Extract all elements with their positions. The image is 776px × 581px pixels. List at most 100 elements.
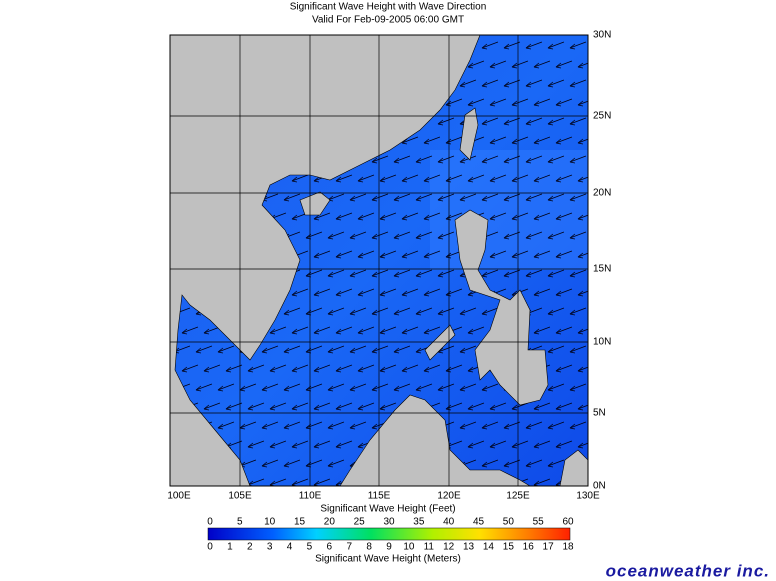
arrow xyxy=(467,60,485,69)
arrow xyxy=(247,402,265,411)
arrow xyxy=(261,421,279,430)
feet-label: 10 xyxy=(264,517,276,528)
feet-label: 30 xyxy=(383,517,395,528)
arrow xyxy=(547,117,565,126)
arrow xyxy=(327,269,345,278)
arrow xyxy=(569,193,587,202)
arrow xyxy=(269,364,287,373)
arrow xyxy=(459,155,477,164)
arrow xyxy=(393,155,411,164)
arrow xyxy=(291,288,309,297)
arrow xyxy=(379,250,397,259)
arrow xyxy=(547,459,565,468)
arrow xyxy=(379,326,397,335)
meters-label: 8 xyxy=(366,542,372,553)
arrow xyxy=(283,421,301,430)
arrow xyxy=(525,117,543,126)
arrow xyxy=(335,250,353,259)
longitude-label: 130E xyxy=(576,491,600,502)
arrow xyxy=(525,193,543,202)
meters-title: Significant Wave Height (Meters) xyxy=(315,554,461,565)
arrow xyxy=(371,269,389,278)
arrow xyxy=(349,307,367,316)
arrow xyxy=(445,364,463,373)
arrow xyxy=(569,345,587,354)
arrow xyxy=(569,231,587,240)
longitude-label: 120E xyxy=(437,491,461,502)
arrow xyxy=(327,383,345,392)
arrow xyxy=(445,288,463,297)
arrow xyxy=(489,98,507,107)
arrow xyxy=(357,212,375,221)
arrow xyxy=(335,440,353,449)
arrow xyxy=(525,421,543,430)
meters-label: 2 xyxy=(247,542,253,553)
arrow xyxy=(525,41,543,50)
arrow xyxy=(445,212,463,221)
longitude-label: 110E xyxy=(299,491,322,502)
arrow xyxy=(547,269,565,278)
feet-label: 50 xyxy=(503,517,515,528)
arrow xyxy=(577,100,588,107)
arrow xyxy=(569,383,587,392)
meters-label: 14 xyxy=(483,542,495,553)
meters-label: 1 xyxy=(227,542,233,553)
latitude-label: 20N xyxy=(593,188,611,199)
arrow xyxy=(393,231,411,240)
feet-label: 45 xyxy=(473,517,485,528)
arrow xyxy=(401,250,419,259)
arrow xyxy=(489,60,507,69)
meters-label: 12 xyxy=(443,542,455,553)
arrow xyxy=(533,326,551,335)
arrow xyxy=(533,288,551,297)
arrow xyxy=(525,155,543,164)
arrow xyxy=(393,383,411,392)
arrow xyxy=(511,440,529,449)
arrow xyxy=(371,345,389,354)
arrow xyxy=(569,307,587,316)
arrow xyxy=(503,155,521,164)
arrow xyxy=(261,345,279,354)
longitude-labels: 100E 105E 110E 115E 120E 125E 130E xyxy=(167,491,600,502)
subtitle: Valid For Feb-09-2005 06:00 GMT xyxy=(312,15,464,26)
arrow xyxy=(555,212,573,221)
arrow xyxy=(437,307,455,316)
arrow xyxy=(349,345,367,354)
arrow xyxy=(569,41,587,50)
arrow xyxy=(577,290,588,297)
arrow xyxy=(511,174,529,183)
arrow xyxy=(291,364,309,373)
arrow xyxy=(577,62,588,69)
arrow xyxy=(555,60,573,69)
arrow xyxy=(357,250,375,259)
arrow xyxy=(481,117,499,126)
arrow xyxy=(489,212,507,221)
arrow xyxy=(481,383,499,392)
arrow xyxy=(459,307,477,316)
arrow xyxy=(577,252,588,259)
longitude-label: 105E xyxy=(228,491,252,502)
arrow xyxy=(503,269,521,278)
meters-label: 13 xyxy=(463,542,475,553)
meters-label: 18 xyxy=(562,542,574,553)
arrow xyxy=(335,326,353,335)
arrow xyxy=(577,176,588,183)
arrow xyxy=(283,383,301,392)
arrow xyxy=(547,79,565,88)
arrow xyxy=(371,231,389,240)
arrow xyxy=(555,250,573,259)
meters-label: 4 xyxy=(287,542,293,553)
arrow xyxy=(217,345,235,354)
arrow xyxy=(555,98,573,107)
arrow xyxy=(555,364,573,373)
arrow xyxy=(415,269,433,278)
arrow xyxy=(511,402,529,411)
arrow xyxy=(569,269,587,278)
arrow xyxy=(547,193,565,202)
arrow xyxy=(547,421,565,430)
arrow xyxy=(533,136,551,145)
meters-label: 0 xyxy=(207,542,213,553)
latitude-label: 25N xyxy=(593,111,611,122)
arrow xyxy=(283,459,301,468)
arrow xyxy=(357,402,375,411)
